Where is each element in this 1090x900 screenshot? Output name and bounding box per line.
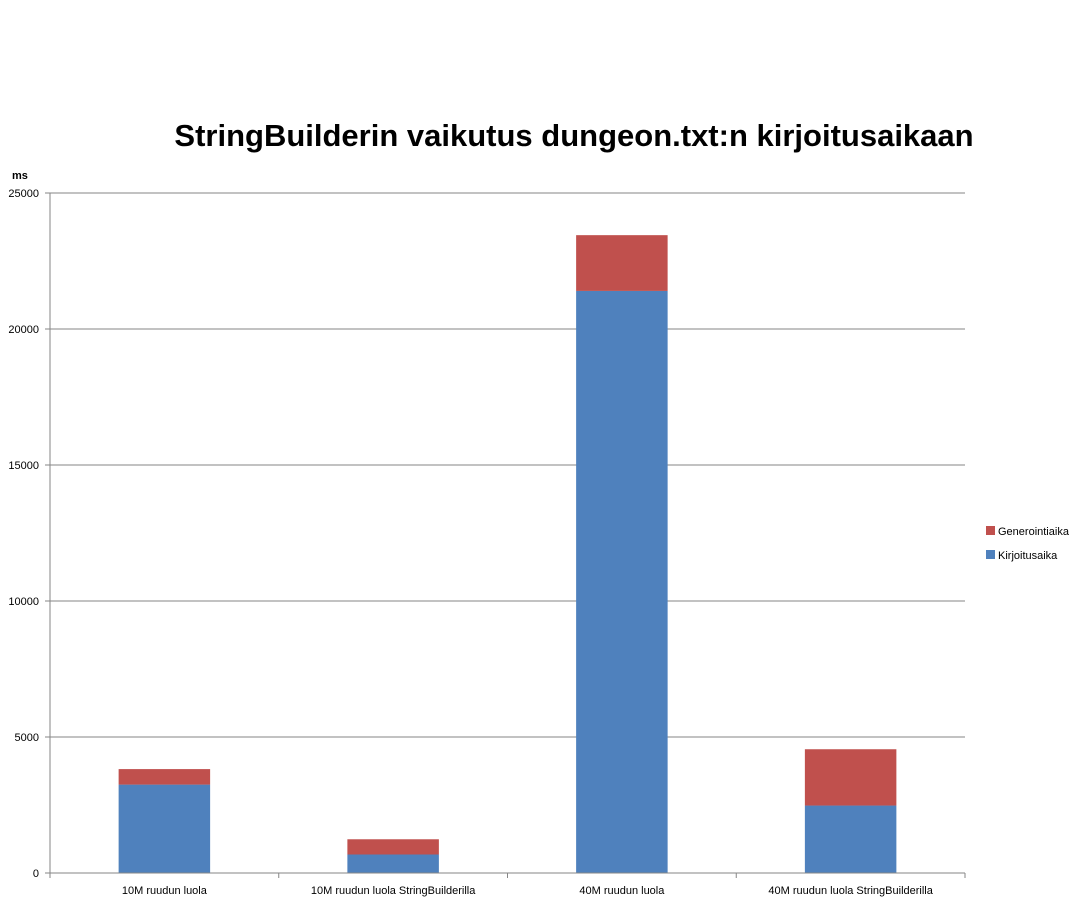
x-tick-label: 10M ruudun luola StringBuilderilla: [311, 885, 476, 897]
legend-label: Generointiaika: [998, 526, 1070, 538]
y-tick-label: 20000: [8, 324, 39, 336]
bar-segment: [804, 805, 897, 873]
bar-segment: [347, 839, 439, 855]
gridlines: [50, 192, 965, 738]
bar-segment: [576, 235, 668, 291]
x-tick-label: 40M ruudun luola StringBuilderilla: [768, 885, 933, 897]
y-tick-labels: 0 5000 10000 15000 20000 25000: [8, 188, 50, 880]
legend: Generointiaika Kirjoitusaika: [986, 526, 1070, 562]
y-axis-label: ms: [12, 170, 28, 182]
y-tick-label: 10000: [8, 596, 39, 608]
bars: [118, 235, 897, 873]
legend-label: Kirjoitusaika: [998, 550, 1058, 562]
y-tick-label: 15000: [8, 460, 39, 472]
y-tick-label: 0: [33, 868, 39, 880]
y-tick-label: 5000: [15, 732, 39, 744]
y-tick-label: 25000: [8, 188, 39, 200]
bar-segment: [347, 854, 439, 873]
chart-title: StringBuilderin vaikutus dungeon.txt:n k…: [174, 118, 973, 153]
legend-swatch: [986, 550, 995, 559]
x-tick-labels: 10M ruudun luola 10M ruudun luola StringB…: [122, 885, 934, 897]
bar-segment: [118, 769, 211, 785]
bar-segment: [118, 784, 211, 873]
axes: [49, 193, 966, 878]
bar-segment: [576, 290, 668, 873]
x-tick-label: 40M ruudun luola: [579, 885, 665, 897]
bar-segment: [804, 749, 897, 806]
x-tick-label: 10M ruudun luola: [122, 885, 208, 897]
legend-swatch: [986, 526, 995, 535]
